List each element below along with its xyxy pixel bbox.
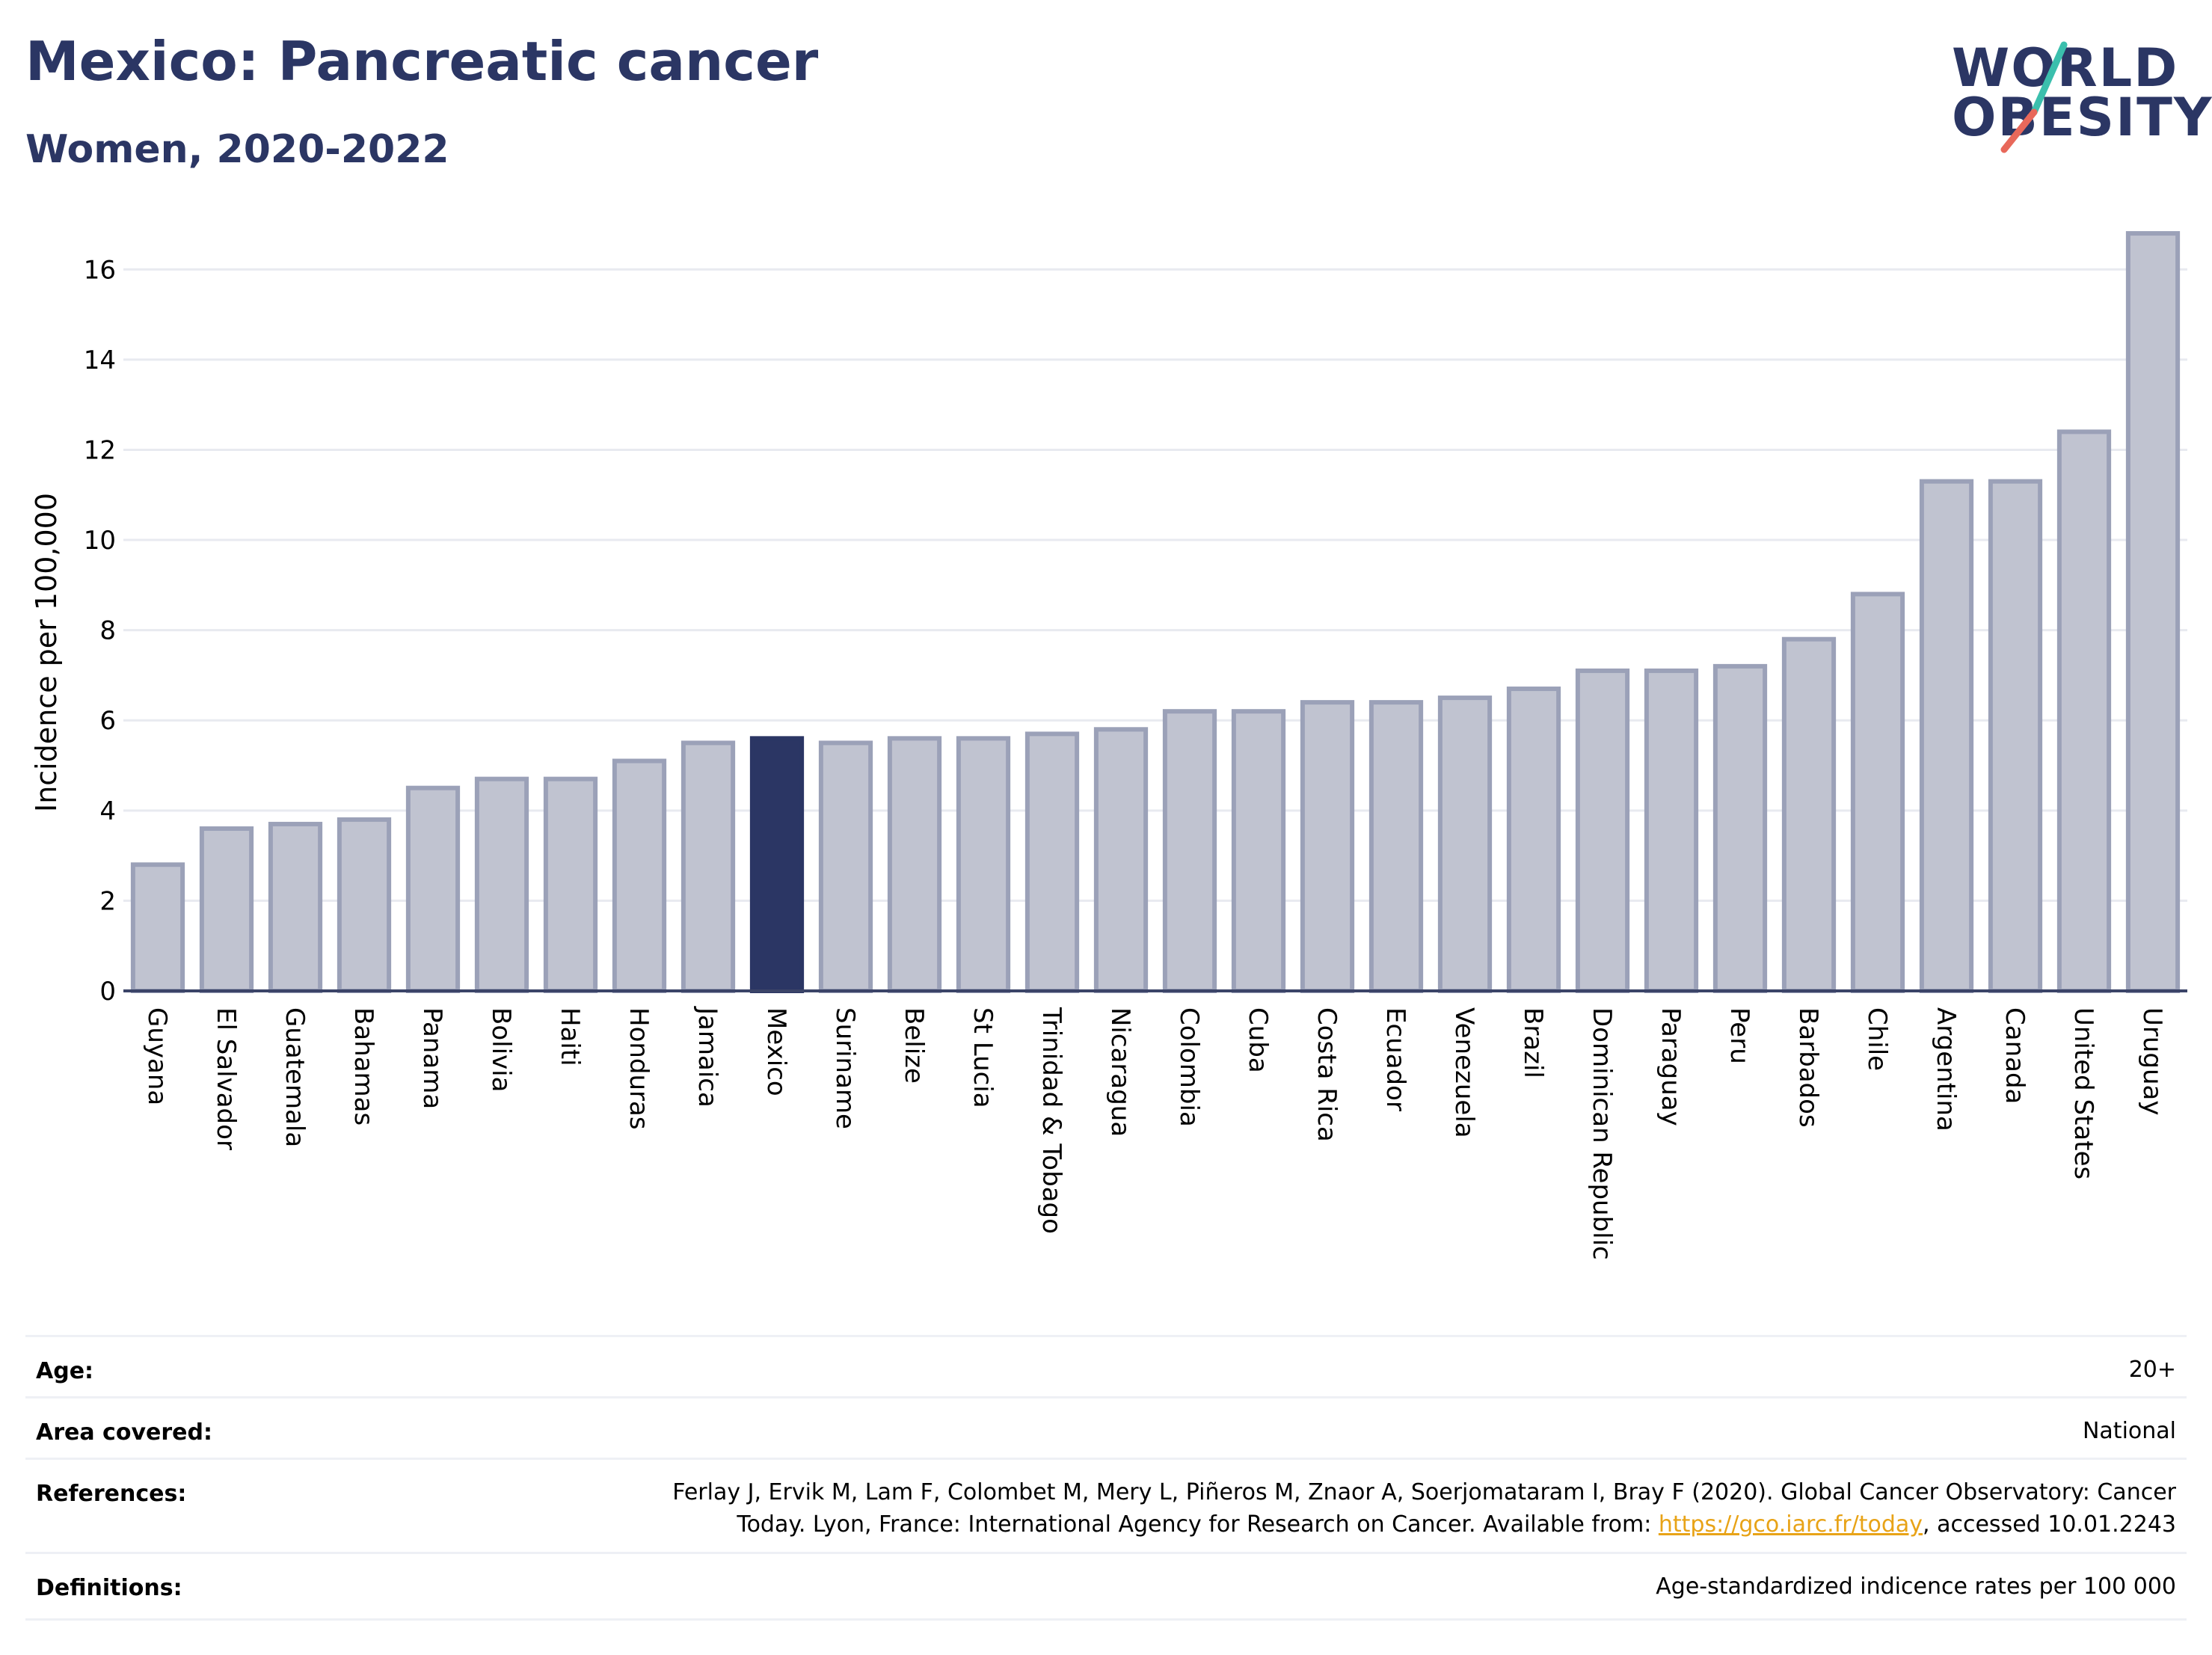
logo-slash-icon	[2000, 41, 2068, 153]
chart-subtitle: Women, 2020-2022	[25, 127, 449, 172]
meta-row-area: Area covered: National	[25, 1396, 2187, 1460]
x-tick-label: Nicaragua	[1105, 1007, 1135, 1137]
bar-paraguay	[1644, 668, 1699, 993]
references-link[interactable]: https://gco.iarc.fr/today	[1658, 1511, 1923, 1538]
meta-area-label: Area covered:	[36, 1419, 212, 1446]
gridlines	[123, 268, 2187, 902]
x-tick-label: Costa Rica	[1312, 1007, 1342, 1142]
bar-bahamas	[337, 817, 392, 993]
y-axis-ticks: 0 2 4 6 8 10 12 14 16	[84, 255, 116, 1007]
x-tick-label: Jamaica	[692, 1006, 722, 1108]
x-tick-label: United States	[2068, 1007, 2098, 1179]
x-tick-label: Paraguay	[1656, 1007, 1686, 1126]
bar-peru	[1712, 663, 1768, 993]
bar-nicaragua	[1093, 727, 1149, 993]
bar-barbados	[1781, 636, 1837, 993]
meta-row-age: Age: 20+	[25, 1335, 2187, 1398]
x-tick-label: Bolivia	[486, 1007, 516, 1092]
bar-chile	[1850, 592, 1905, 993]
bar-haiti	[543, 776, 598, 994]
references-line-1: Ferlay J, Ervik M, Lam F, Colombet M, Me…	[672, 1479, 2176, 1505]
y-axis-title: Incidence per 100,000	[30, 493, 63, 812]
x-tick-label: Canada	[2000, 1007, 2030, 1104]
x-tick-label: Guyana	[142, 1007, 172, 1105]
x-tick-label: Ecuador	[1380, 1007, 1410, 1111]
x-tick-label: Mexico	[761, 1007, 791, 1096]
x-tick-label: Guatemala	[280, 1007, 310, 1147]
bar-brazil	[1506, 687, 1561, 993]
meta-references-value: Ferlay J, Ervik M, Lam F, Colombet M, Me…	[672, 1476, 2176, 1541]
meta-definitions-value: Age-standardized indicence rates per 100…	[1656, 1573, 2176, 1600]
references-text: Today. Lyon, France: International Agenc…	[737, 1511, 1659, 1538]
bar-honduras	[612, 758, 667, 993]
meta-definitions-label: Definitions:	[36, 1575, 182, 1601]
x-tick-label: Panama	[417, 1007, 447, 1109]
world-obesity-logo: WORLD OBESITY	[1952, 30, 2212, 165]
x-tick-label: Cuba	[1243, 1007, 1273, 1073]
x-tick-label: Dominican Republic	[1587, 1007, 1617, 1260]
bar-costa-rica	[1300, 700, 1355, 994]
chart-title: Mexico: Pancreatic cancer	[25, 30, 819, 93]
x-tick-label: Suriname	[830, 1007, 860, 1129]
bar-chart: 0 2 4 6 8 10 12 14 16 Guyana El Salvador Guatemala…	[30, 231, 2187, 1260]
bar-mexico	[749, 736, 805, 994]
bar-uruguay	[2125, 231, 2181, 993]
bar-guyana	[130, 862, 185, 994]
bar-ecuador	[1368, 700, 1424, 994]
logo-line-2: OBESITY	[1952, 87, 2212, 148]
x-tick-label: Barbados	[1793, 1007, 1823, 1128]
y-tick-label: 14	[84, 346, 116, 375]
bar-argentina	[1919, 479, 1974, 993]
bar-colombia	[1162, 709, 1217, 993]
bar-dominican-republic	[1575, 668, 1630, 993]
bar-el-salvador	[199, 826, 254, 993]
bar-trinidad-tobago	[1024, 731, 1080, 994]
bar-guatemala	[268, 821, 323, 993]
y-tick-label: 12	[84, 435, 116, 465]
x-tick-label: Belize	[899, 1007, 929, 1084]
y-tick-label: 16	[84, 255, 116, 285]
x-tick-label: Uruguay	[2137, 1007, 2167, 1116]
x-tick-label: Brazil	[1518, 1007, 1548, 1078]
x-tick-label: Chile	[1862, 1007, 1892, 1071]
bar-jamaica	[681, 740, 736, 993]
bar-suriname	[818, 740, 873, 993]
bar-belize	[887, 736, 942, 994]
bar-canada	[1988, 479, 2043, 993]
meta-references-label: References:	[36, 1481, 187, 1507]
references-line-2: Today. Lyon, France: International Agenc…	[672, 1508, 2176, 1541]
y-tick-label: 4	[99, 796, 116, 826]
y-tick-label: 6	[99, 706, 116, 736]
x-tick-label: Colombia	[1174, 1007, 1204, 1127]
bars	[130, 231, 2181, 994]
x-tick-label: St Lucia	[968, 1007, 998, 1108]
meta-row-references: References: Ferlay J, Ervik M, Lam F, Co…	[25, 1458, 2187, 1554]
y-tick-label: 8	[99, 616, 116, 646]
bar-venezuela	[1437, 696, 1493, 994]
meta-age-value: 20+	[2128, 1357, 2176, 1383]
x-tick-label: El Salvador	[211, 1007, 241, 1150]
bar-united-states	[2056, 429, 2112, 993]
bar-st-lucia	[956, 736, 1011, 994]
x-tick-label: Bahamas	[348, 1007, 378, 1126]
y-tick-label: 0	[99, 977, 116, 1007]
x-tick-label: Venezuela	[1449, 1007, 1479, 1138]
meta-row-definitions: Definitions: Age-standardized indicence …	[25, 1552, 2187, 1621]
meta-age-label: Age:	[36, 1358, 94, 1384]
x-tick-label: Trinidad & Tobago	[1036, 1007, 1066, 1234]
meta-area-value: National	[2082, 1418, 2176, 1444]
y-tick-label: 2	[99, 886, 116, 916]
bar-panama	[405, 785, 461, 994]
y-tick-label: 10	[84, 526, 116, 556]
x-tick-label: Argentina	[1931, 1007, 1961, 1132]
x-axis-labels: Guyana El Salvador Guatemala Bahamas Panama B…	[142, 1006, 2167, 1260]
x-tick-label: Haiti	[555, 1007, 585, 1066]
bar-cuba	[1231, 709, 1286, 993]
x-tick-label: Peru	[1724, 1007, 1754, 1064]
bar-bolivia	[474, 776, 529, 994]
references-accessed: , accessed 10.01.2243	[1923, 1511, 2176, 1538]
x-tick-label: Honduras	[624, 1007, 654, 1130]
